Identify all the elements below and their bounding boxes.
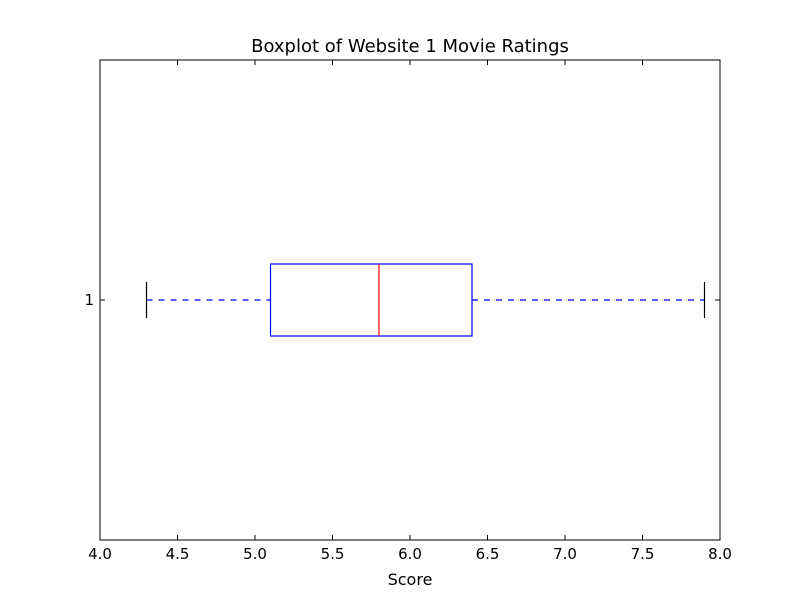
- x-axis-label: Score: [388, 570, 433, 589]
- x-tick-label: 7.5: [631, 545, 655, 563]
- iqr-box: [269, 263, 473, 337]
- x-tick-label: 4.5: [166, 545, 190, 563]
- x-tick-label: 4.0: [88, 545, 112, 563]
- x-axis: 4.0 4.5 5.0 5.5 6.0 6.5 7.0 7.5 8.0: [88, 60, 732, 563]
- x-tick-label: 6.5: [476, 545, 500, 563]
- x-tick-label: 8.0: [708, 545, 732, 563]
- plot-frame: [99, 59, 721, 541]
- y-tick-label: 1: [84, 291, 94, 309]
- x-tick-label: 5.5: [321, 545, 345, 563]
- y-axis: 1: [84, 291, 720, 309]
- x-tick-label: 6.0: [398, 545, 422, 563]
- x-tick-label: 7.0: [553, 545, 577, 563]
- box-group: [145, 263, 706, 337]
- x-tick-label: 5.0: [243, 545, 267, 563]
- chart-title: Boxplot of Website 1 Movie Ratings: [251, 36, 569, 57]
- plot-area: [145, 263, 706, 337]
